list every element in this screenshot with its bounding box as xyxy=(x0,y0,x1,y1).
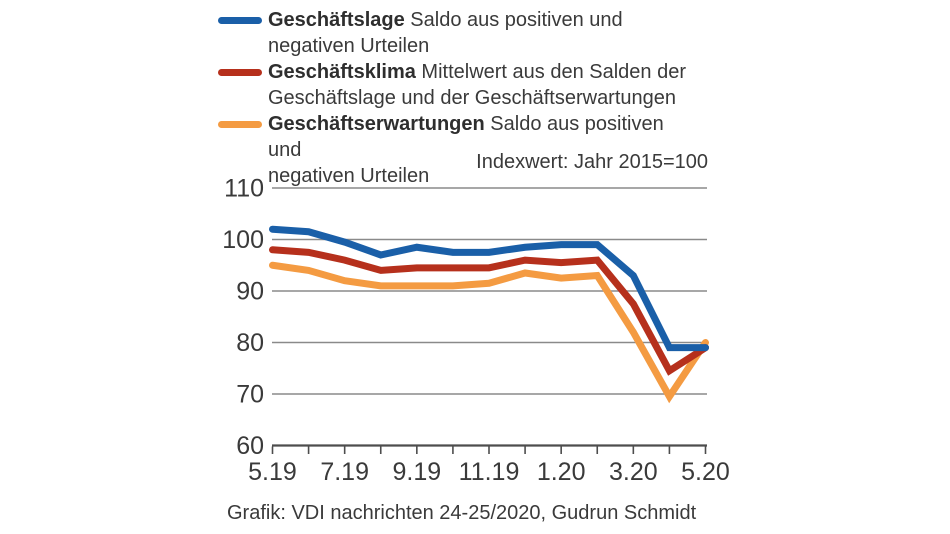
x-tick-label: 5.19 xyxy=(248,458,297,486)
y-tick-label: 90 xyxy=(236,278,264,306)
legend-desc-line1: Saldo aus positiven und xyxy=(410,9,623,31)
x-tick-label: 7.19 xyxy=(320,458,369,486)
y-tick-label: 60 xyxy=(236,432,264,460)
line-swatch-icon xyxy=(218,121,262,128)
y-tick-label: 70 xyxy=(236,381,264,409)
legend-item-geschaeftslage: Geschäftslage Saldo aus positiven und ne… xyxy=(218,7,698,59)
line-swatch-icon xyxy=(218,17,262,24)
y-tick-label: 100 xyxy=(222,226,264,254)
legend-desc-line2: negativen Urteilen xyxy=(268,35,430,57)
x-tick-label: 3.20 xyxy=(609,458,658,486)
source-credit: Grafik: VDI nachrichten 24-25/2020, Gudr… xyxy=(227,502,697,524)
legend-term: Geschäftsklima xyxy=(268,61,416,83)
legend-item-geschaeftserwartungen: Geschäftserwartungen Saldo aus positiven… xyxy=(218,111,698,189)
legend-desc-line1: Mittelwert aus den Salden der xyxy=(421,61,687,83)
legend-term: Geschäftserwartungen xyxy=(268,113,485,135)
index-note: Indexwert: Jahr 2015=100 xyxy=(476,151,708,173)
legend-desc-line1: Saldo aus positiven und xyxy=(268,113,664,161)
series-line-geschaeftslage xyxy=(269,225,709,352)
x-tick-label: 5.20 xyxy=(681,458,730,486)
x-tick-label: 1.20 xyxy=(537,458,586,486)
y-tick-label: 110 xyxy=(224,175,264,203)
legend-item-geschaeftsklima: Geschäftsklima Mittelwert aus den Salden… xyxy=(218,59,698,111)
line-swatch-icon xyxy=(218,69,262,76)
legend: Geschäftslage Saldo aus positiven und ne… xyxy=(218,7,698,189)
legend-desc-line2: negativen Urteilen xyxy=(268,165,430,187)
series-line-geschaeftserwartungen xyxy=(269,261,709,404)
y-tick-label: 80 xyxy=(236,329,264,357)
series-line-geschaeftsklima xyxy=(269,246,709,376)
x-tick-label: 9.19 xyxy=(392,458,441,486)
legend-desc-line2: Geschäftslage und der Geschäftserwartung… xyxy=(268,87,677,109)
legend-term: Geschäftslage xyxy=(268,9,405,31)
x-tick-label: 11.19 xyxy=(459,458,520,486)
